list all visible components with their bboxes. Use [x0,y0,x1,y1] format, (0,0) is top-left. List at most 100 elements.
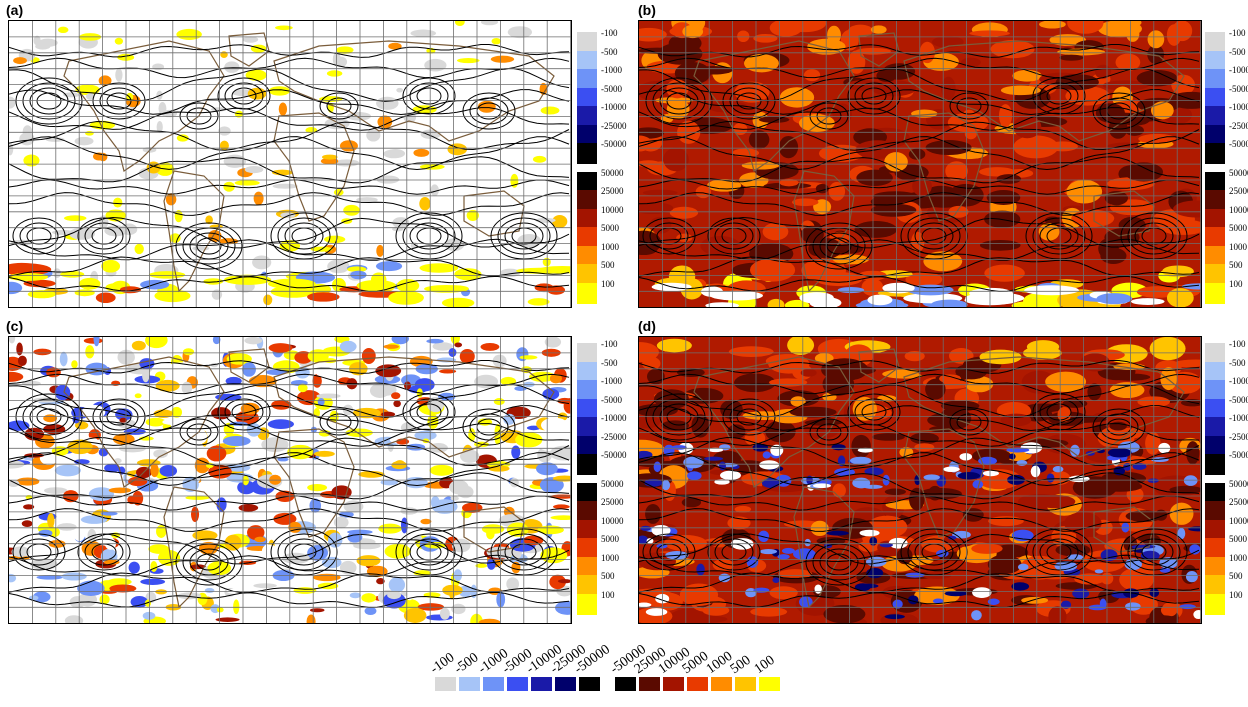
colorbar-label: 100 [601,278,615,289]
colorbar-swatch [577,245,597,267]
colorbar-label: -10000 [601,102,627,112]
colorbar-label: -10000 [601,413,627,423]
colorbar-swatch [577,264,597,285]
colorbar-swatch [577,380,597,401]
colorbar-swatch [1205,264,1225,285]
colorbar-swatch [577,398,597,420]
colorbar-label: -100 [601,28,618,38]
colorbar-label: 500 [1229,571,1243,581]
colorbar-swatch [1205,227,1225,248]
colorbar-label: 1000 [601,552,619,563]
colorbar-label: 5000 [601,534,619,544]
colorbar-swatch [577,417,597,438]
colorbar-swatch [577,501,597,522]
colorbar-swatch [1205,361,1225,383]
colorbar-swatch [577,50,597,72]
colorbar-swatch [577,106,597,127]
colorbar-swatch [577,361,597,383]
colorbar-swatch [577,435,597,457]
colorbar-swatch [1205,435,1225,457]
colorbar-swatch [577,32,597,53]
colorbar-swatch [1205,538,1225,559]
colorbar-label: -50000 [1229,139,1248,149]
legend-swatch [687,677,708,691]
colorbar-swatch [1205,190,1225,211]
colorbar-swatch [1205,208,1225,230]
colorbar-swatch [577,171,597,193]
legend-swatch [435,677,456,691]
legend-swatch [579,677,600,691]
colorbar-label: 50000 [601,478,624,489]
colorbar-swatch [1205,575,1225,596]
colorbar-swatch [577,519,597,541]
coastlines [63,32,555,293]
legend-swatch [663,677,684,691]
colorbar-swatch [577,190,597,211]
colorbar-swatch [577,282,597,304]
colorbar-label: 1000 [601,241,619,252]
colorbar-label: 50000 [1229,167,1248,178]
colorbar-label: 500 [1229,260,1243,270]
colorbar-swatch [1205,454,1225,475]
colorbar-swatch [1205,380,1225,401]
colorbar-swatch [577,482,597,504]
lat-lon-grid [639,337,1201,623]
colorbar-label: 10000 [601,204,624,215]
map-plot [8,336,572,624]
colorbar-swatch [577,454,597,475]
colorbar-label: -1000 [1229,65,1248,75]
colorbar-label: -5000 [601,83,622,94]
colorbar-label: -50000 [601,450,627,460]
colorbar-label: -5000 [1229,83,1248,94]
colorbar-label: -1000 [601,376,622,386]
colorbar-swatch [577,87,597,109]
colorbar-label: -1000 [1229,376,1248,386]
map-svg [9,337,571,623]
colorbar-label: 5000 [1229,534,1247,544]
colorbar-label: 25000 [1229,186,1248,196]
map-svg [639,21,1201,307]
colorbar-label: -25000 [601,120,627,131]
colorbar-label: -25000 [601,431,627,442]
colorbar-label: 100 [1229,278,1243,289]
map-plot [638,336,1202,624]
colorbar-swatch [577,143,597,164]
colorbar-swatch [1205,417,1225,438]
legend-swatch [735,677,756,691]
colorbar-swatch [1205,245,1225,267]
colorbar-swatch [1205,556,1225,578]
map-plot [8,20,572,308]
colorbar-swatch [577,556,597,578]
colorbar-swatch [577,343,597,364]
colorbar-swatch [1205,143,1225,164]
colorbar-swatch [1205,87,1225,109]
legend-swatch [483,677,504,691]
colorbar-label: -50000 [1229,450,1248,460]
colorbar-swatch [577,227,597,248]
colorbar-label: -100 [1229,339,1246,349]
colorbar-label: -5000 [1229,394,1248,405]
lat-lon-grid [639,21,1201,307]
colorbar-swatch [1205,50,1225,72]
colorbar-swatch [1205,482,1225,504]
colorbar-label: 1000 [1229,552,1247,563]
bottom-color-legend: -100 -500 -1000 -5000 -10000 -25000 -50000 -500… [428,630,795,700]
panel-label: (a) [6,2,24,18]
colorbar-label: -100 [1229,28,1246,38]
legend-swatch [615,677,636,691]
colorbar-swatch [1205,519,1225,541]
panel-label: (b) [638,2,656,18]
legend-swatch [531,677,552,691]
colorbar-label: -50000 [601,139,627,149]
map-svg [9,21,571,307]
colorbar-swatch [1205,106,1225,127]
colorbar-swatch [577,69,597,90]
colorbar-label: 50000 [1229,478,1248,489]
colorbar-swatch [1205,501,1225,522]
colorbar-label: -500 [1229,46,1246,57]
colorbar-swatch [577,593,597,615]
colorbar-label: -500 [1229,357,1246,368]
colorbar-swatch [1205,593,1225,615]
colorbar-label: 100 [1229,589,1243,600]
colorbar-label: 25000 [601,186,624,196]
